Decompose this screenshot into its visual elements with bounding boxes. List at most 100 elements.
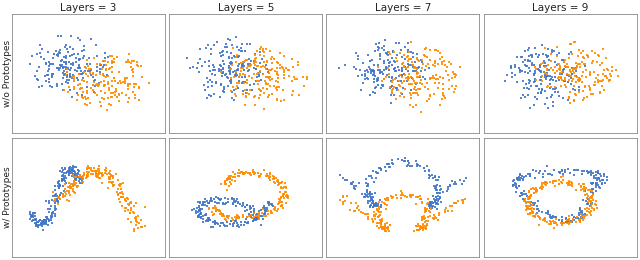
Point bbox=[557, 174, 568, 178]
Point bbox=[269, 180, 280, 185]
Point bbox=[412, 228, 422, 232]
Point bbox=[69, 179, 79, 183]
Point bbox=[392, 53, 403, 57]
Point bbox=[67, 174, 77, 178]
Point bbox=[367, 69, 378, 73]
Point bbox=[108, 60, 118, 64]
Point bbox=[60, 171, 70, 175]
Point bbox=[563, 74, 573, 78]
Point bbox=[251, 67, 261, 71]
Point bbox=[73, 52, 83, 56]
Point bbox=[193, 210, 204, 214]
Point bbox=[424, 168, 434, 172]
Point bbox=[204, 207, 214, 211]
Point bbox=[61, 73, 71, 77]
Point bbox=[47, 74, 57, 79]
Point bbox=[241, 77, 252, 82]
Point bbox=[385, 165, 395, 169]
Point bbox=[240, 219, 250, 224]
Point bbox=[202, 204, 212, 208]
Point bbox=[260, 65, 270, 69]
Point bbox=[123, 84, 133, 88]
Point bbox=[599, 68, 609, 73]
Point bbox=[403, 69, 413, 73]
Point bbox=[233, 63, 243, 68]
Point bbox=[93, 81, 104, 85]
Point bbox=[431, 186, 441, 190]
Point bbox=[572, 67, 582, 71]
Point bbox=[47, 215, 57, 219]
Point bbox=[578, 98, 588, 102]
Point bbox=[564, 218, 574, 223]
Point bbox=[512, 176, 522, 180]
Point bbox=[368, 205, 378, 209]
Point bbox=[26, 213, 36, 217]
Point bbox=[429, 92, 439, 96]
Point bbox=[65, 88, 75, 92]
Point bbox=[243, 215, 253, 219]
Point bbox=[602, 67, 612, 71]
Point bbox=[440, 208, 450, 212]
Point bbox=[455, 65, 465, 69]
Point bbox=[520, 174, 531, 178]
Point bbox=[88, 83, 98, 87]
Point bbox=[52, 66, 63, 70]
Point bbox=[401, 76, 411, 80]
Point bbox=[89, 56, 99, 60]
Point bbox=[556, 180, 566, 184]
Point bbox=[73, 83, 83, 87]
Point bbox=[559, 221, 570, 225]
Point bbox=[92, 170, 102, 174]
Point bbox=[97, 72, 108, 76]
Point bbox=[371, 170, 381, 174]
Point bbox=[403, 78, 413, 82]
Point bbox=[61, 180, 72, 185]
Point bbox=[72, 90, 82, 95]
Point bbox=[220, 202, 230, 206]
Point bbox=[218, 213, 228, 217]
Point bbox=[250, 217, 260, 222]
Point bbox=[354, 181, 364, 185]
Point bbox=[538, 185, 548, 189]
Point bbox=[524, 54, 534, 58]
Point bbox=[63, 185, 74, 189]
Point bbox=[120, 80, 131, 84]
Point bbox=[554, 182, 564, 186]
Point bbox=[45, 62, 56, 66]
Point bbox=[405, 164, 415, 168]
Point bbox=[367, 201, 377, 205]
Point bbox=[438, 190, 449, 194]
Point bbox=[240, 49, 250, 53]
Point bbox=[232, 68, 242, 72]
Point bbox=[510, 180, 520, 185]
Point bbox=[91, 171, 101, 175]
Point bbox=[458, 199, 468, 204]
Point bbox=[405, 63, 415, 67]
Point bbox=[225, 66, 235, 70]
Point bbox=[370, 202, 380, 206]
Point bbox=[397, 69, 407, 73]
Point bbox=[293, 60, 303, 64]
Point bbox=[570, 168, 580, 172]
Point bbox=[208, 212, 218, 217]
Point bbox=[433, 49, 444, 54]
Point bbox=[290, 77, 300, 81]
Point bbox=[128, 67, 138, 71]
Point bbox=[123, 82, 133, 86]
Point bbox=[458, 198, 468, 202]
Point bbox=[120, 206, 131, 210]
Point bbox=[438, 82, 448, 87]
Point bbox=[60, 187, 70, 191]
Point bbox=[47, 220, 57, 225]
Point bbox=[74, 63, 84, 67]
Point bbox=[191, 209, 201, 213]
Point bbox=[418, 75, 428, 79]
Point bbox=[554, 67, 564, 72]
Point bbox=[597, 84, 607, 88]
Point bbox=[338, 176, 348, 180]
Point bbox=[94, 171, 104, 175]
Point bbox=[575, 77, 586, 81]
Point bbox=[579, 62, 589, 66]
Point bbox=[419, 168, 429, 173]
Point bbox=[64, 181, 74, 185]
